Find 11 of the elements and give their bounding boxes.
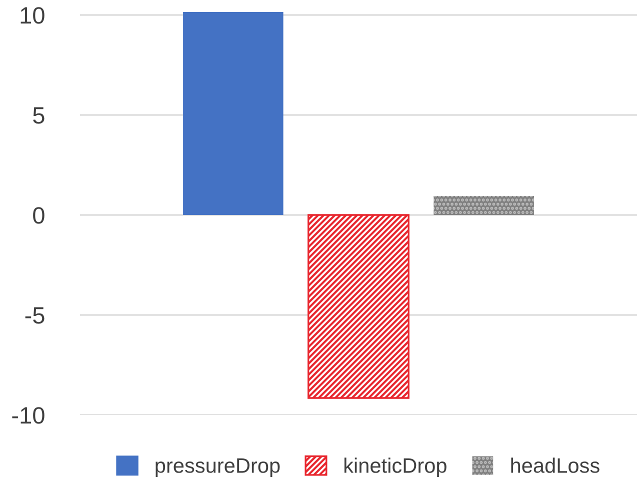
legend-label: pressureDrop <box>156 458 280 478</box>
y-tick-label: -5 <box>25 307 44 324</box>
y-tick-label: -10 <box>12 407 44 424</box>
legend-label: headLoss <box>511 458 600 473</box>
y-tick-label: 5 <box>33 107 44 124</box>
y-tick-label: 10 <box>20 7 44 24</box>
legend-label: kineticDrop <box>344 458 446 478</box>
bar <box>183 12 284 215</box>
bar <box>308 214 410 399</box>
y-tick-label: 0 <box>33 207 44 224</box>
bar <box>434 196 534 215</box>
